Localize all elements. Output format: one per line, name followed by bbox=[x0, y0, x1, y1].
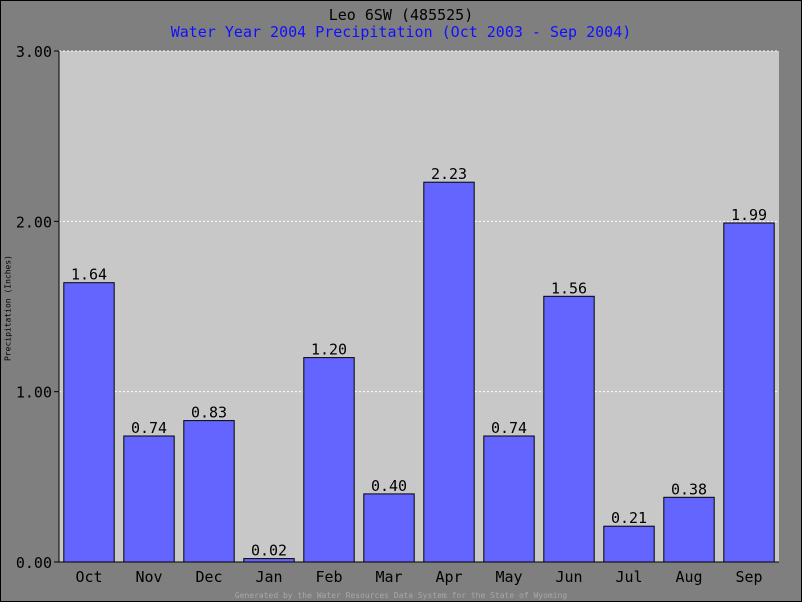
axes: 0.00 1.00 2.00 3.00 Oct Nov Dec Jan Feb Mar Apr May… bbox=[16, 43, 779, 586]
footer-credit: Generated by the Water Resources Data Sy… bbox=[234, 591, 568, 600]
x-tick-label: Mar bbox=[375, 568, 402, 586]
bar-jul bbox=[603, 525, 655, 563]
x-tick-label: Aug bbox=[675, 568, 702, 586]
x-tick-label: Sep bbox=[735, 568, 762, 586]
chart-subtitle: Water Year 2004 Precipitation (Oct 2003 … bbox=[170, 23, 632, 41]
bar-value-label: 2.23 bbox=[431, 165, 467, 183]
bar-sep bbox=[723, 222, 775, 563]
bar-feb bbox=[303, 357, 355, 563]
bar-value-label: 0.74 bbox=[491, 419, 527, 437]
gridlines bbox=[59, 50, 779, 393]
bar-value-label: 0.74 bbox=[131, 419, 167, 437]
bar-jun bbox=[543, 295, 595, 563]
x-tick-label: May bbox=[495, 568, 522, 586]
bar-dec bbox=[183, 420, 235, 563]
bar-oct bbox=[63, 282, 115, 563]
bar-value-label: 0.21 bbox=[611, 509, 647, 527]
bar-may bbox=[483, 435, 535, 563]
bar-mar bbox=[363, 493, 415, 563]
bar-value-label: 1.20 bbox=[311, 341, 347, 359]
x-tick-label: Dec bbox=[195, 568, 222, 586]
y-tick-label: 3.00 bbox=[16, 43, 52, 61]
x-tick-label: Apr bbox=[435, 568, 462, 586]
x-tick-label: Jul bbox=[615, 568, 642, 586]
bar-value-label: 1.99 bbox=[731, 206, 767, 224]
y-tick-label: 1.00 bbox=[16, 384, 52, 402]
bar-apr bbox=[423, 181, 475, 563]
x-tick-label: Feb bbox=[315, 568, 342, 586]
bar-value-label: 0.38 bbox=[671, 480, 707, 498]
y-tick-label: 2.00 bbox=[16, 213, 52, 231]
chart-title: Leo 6SW (485525) bbox=[328, 6, 474, 24]
bar-value-label: 0.83 bbox=[191, 404, 227, 422]
bar-aug bbox=[663, 496, 715, 563]
x-tick-label: Jun bbox=[555, 568, 582, 586]
bar-nov bbox=[123, 435, 175, 563]
x-tick-label: Nov bbox=[135, 568, 162, 586]
plot-area bbox=[59, 51, 779, 562]
bar-value-label: 1.56 bbox=[551, 279, 587, 297]
bar-value-label: 0.40 bbox=[371, 477, 407, 495]
x-tick-label: Oct bbox=[75, 568, 102, 586]
bar-series: 1.64 0.74 0.83 0.02 1.20 0.40 2.23 0.74 1.56 0.21… bbox=[63, 165, 775, 563]
bar-value-label: 1.64 bbox=[71, 266, 107, 284]
bar-value-label: 0.02 bbox=[251, 542, 287, 560]
x-tick-label: Jan bbox=[255, 568, 282, 586]
y-tick-label: 0.00 bbox=[16, 554, 52, 572]
